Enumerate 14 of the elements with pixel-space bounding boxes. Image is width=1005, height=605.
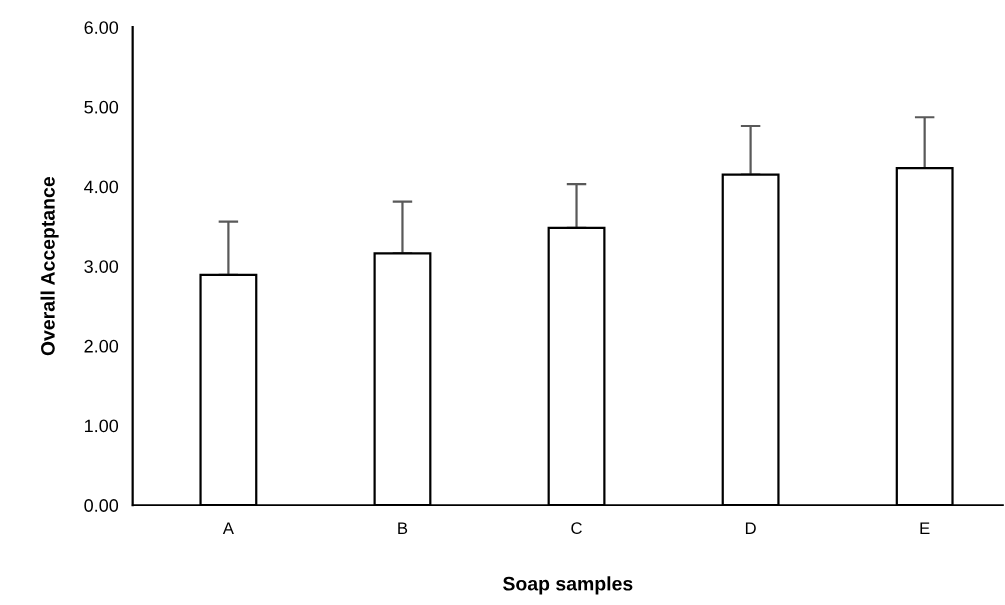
x-tick-label: A — [222, 522, 234, 534]
y-axis-title: Overall Acceptance — [40, 176, 59, 356]
x-tick-label: C — [571, 522, 582, 535]
x-axis-title: Soap samples — [503, 576, 633, 595]
y-tick-label: 3.00 — [84, 260, 119, 273]
y-tick-label: 2.00 — [84, 339, 119, 353]
y-tick-label: 5.00 — [84, 100, 119, 114]
y-tick-label: 6.00 — [84, 21, 119, 34]
x-tick-label: E — [920, 522, 930, 534]
x-tick-label: B — [398, 522, 408, 534]
x-tick-label: D — [745, 522, 756, 534]
y-tick-label: 4.00 — [84, 180, 119, 194]
y-tick-label: 1.00 — [85, 419, 119, 433]
y-tick-label: 0.00 — [84, 499, 119, 512]
